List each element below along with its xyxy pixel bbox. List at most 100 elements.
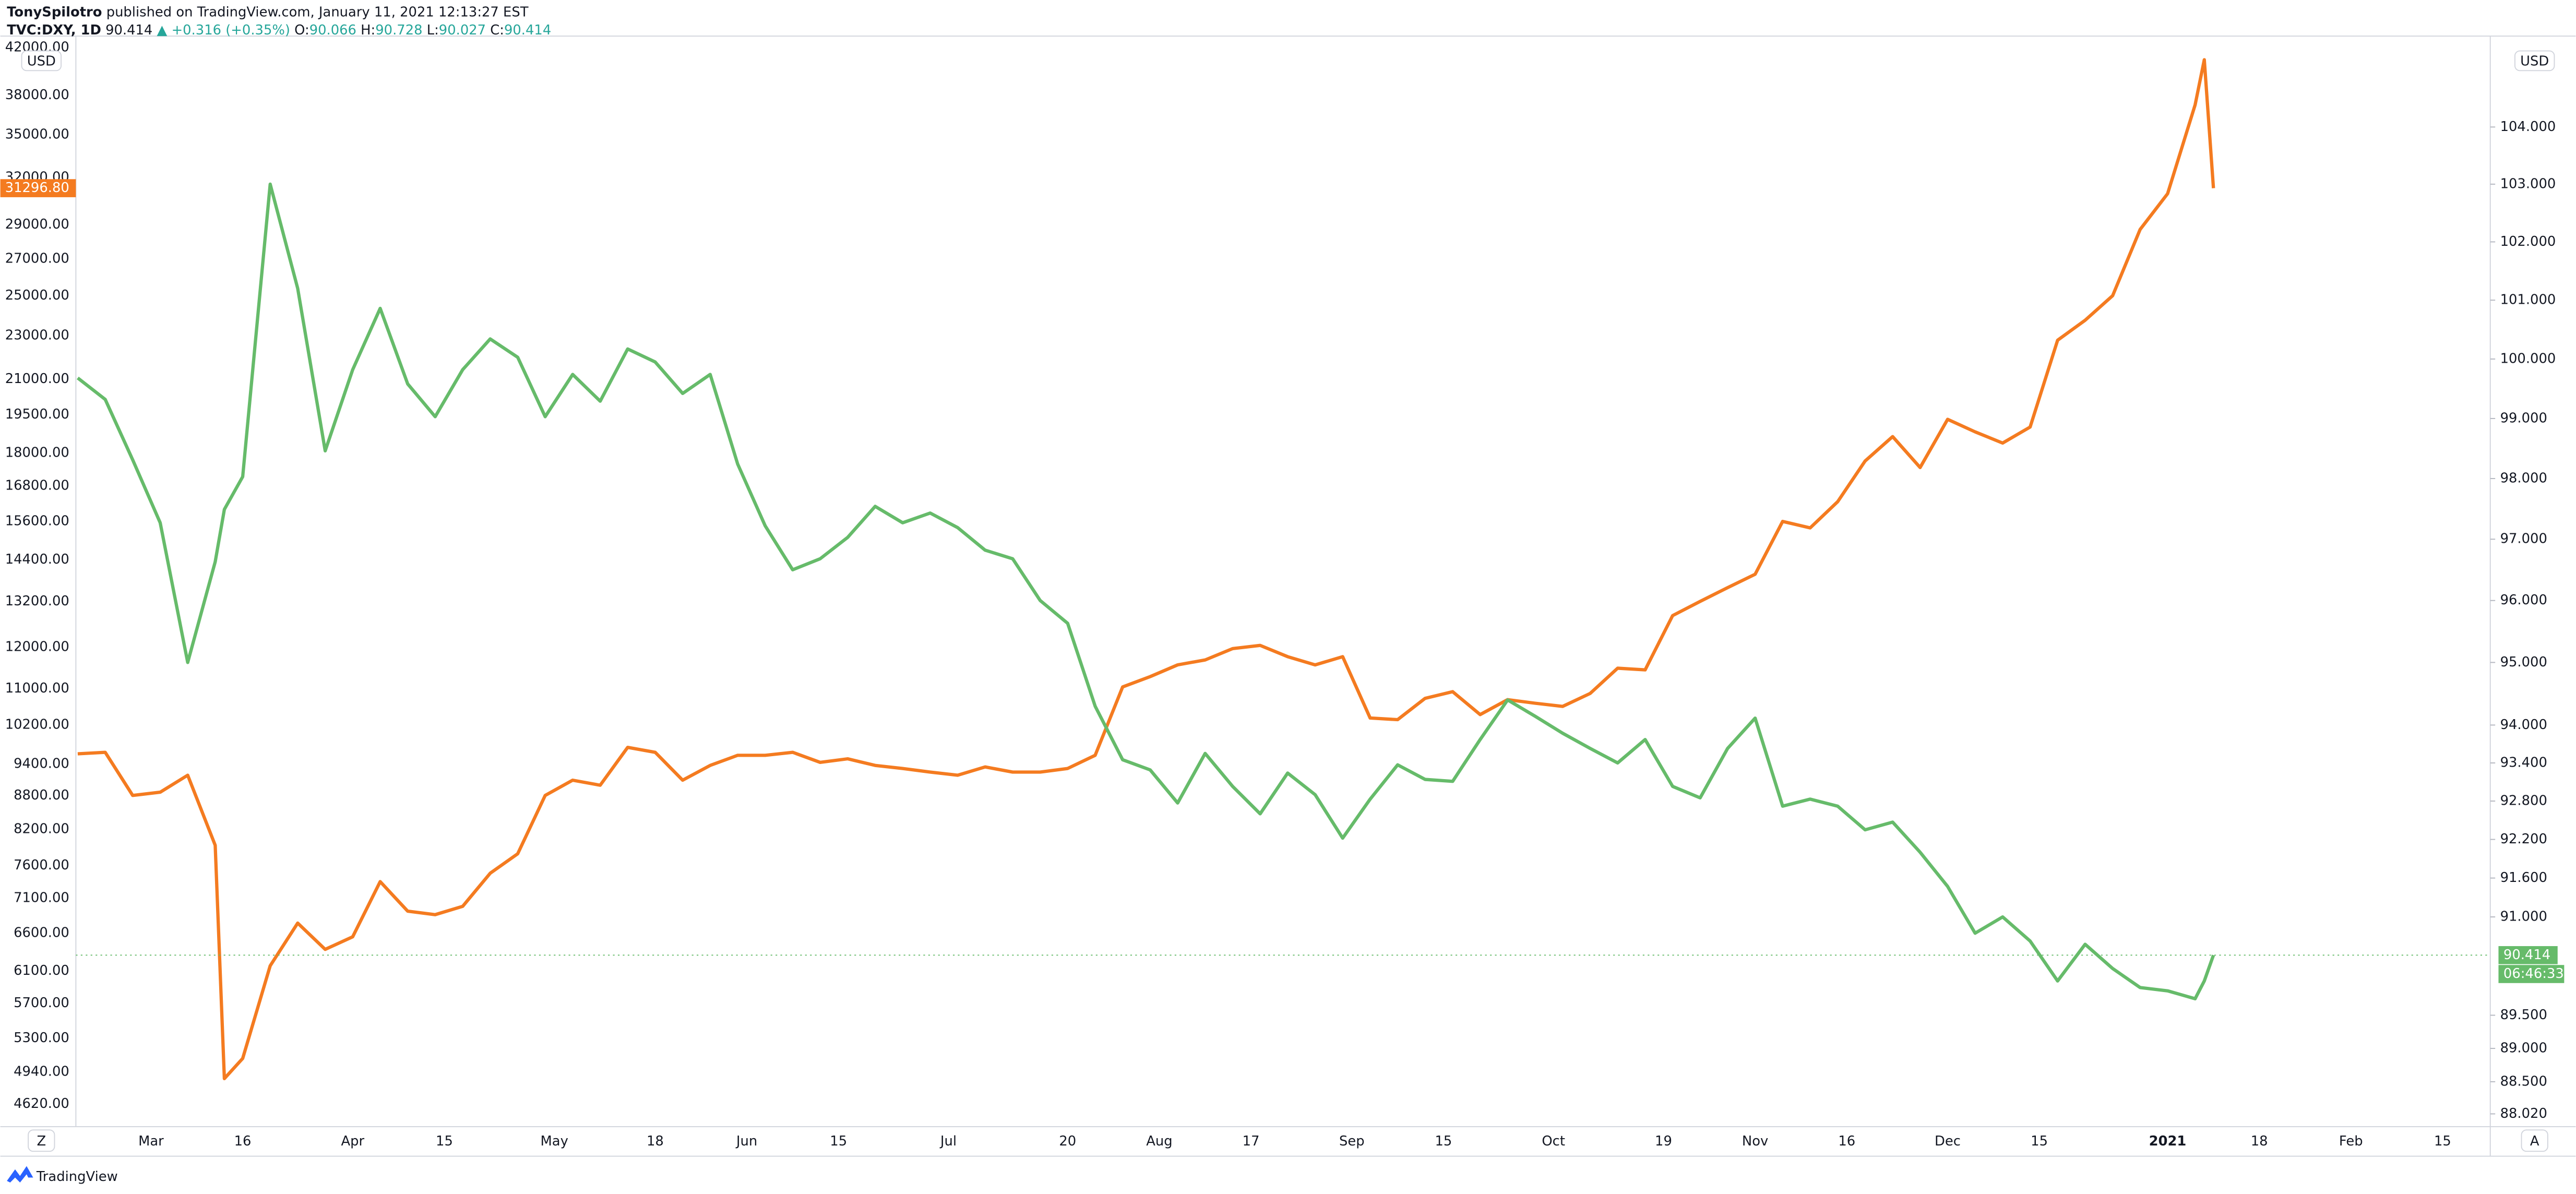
x-tick-label: 19 xyxy=(1655,1133,1672,1149)
y-tick-label: 8200.00 xyxy=(14,821,69,837)
left-unit-label[interactable]: USD xyxy=(27,54,56,69)
y2-tick-label: 97.000 xyxy=(2500,531,2547,547)
x-tick-label: 15 xyxy=(2434,1133,2451,1149)
y-tick-label: 4620.00 xyxy=(14,1096,69,1112)
published-note: published on TradingView.com, January 11… xyxy=(106,4,529,20)
ohlc-high: 90.728 xyxy=(375,22,422,38)
x-tick-label: Jul xyxy=(939,1133,957,1149)
y-tick-label: 5300.00 xyxy=(14,1030,69,1046)
y-tick-label: 12000.00 xyxy=(5,639,69,654)
y-tick-label: 7100.00 xyxy=(14,890,69,906)
last-price: 90.414 xyxy=(105,22,152,38)
y-tick-label: 29000.00 xyxy=(5,217,69,232)
y-tick-label: 9400.00 xyxy=(14,756,69,771)
x-tick-label: 18 xyxy=(647,1133,664,1149)
y-tick-label: 11000.00 xyxy=(5,680,69,696)
last-price-box xyxy=(0,179,76,197)
y2-tick-label: 103.000 xyxy=(2500,176,2556,192)
y-tick-label: 23000.00 xyxy=(5,328,69,343)
x-tick-label: 20 xyxy=(1059,1133,1076,1149)
symbol: TVC:DXY, 1D xyxy=(7,22,101,38)
ohlc-low-label: L: xyxy=(427,22,439,38)
ohlc-low: 90.027 xyxy=(439,22,486,38)
last-price-box xyxy=(2498,946,2558,964)
x-tick-label: 15 xyxy=(830,1133,847,1149)
x-tick-label: 15 xyxy=(1435,1133,1452,1149)
y2-tick-label: 89.500 xyxy=(2500,1007,2547,1023)
author: TonySpilotro xyxy=(7,4,102,20)
y2-tick-label: 93.400 xyxy=(2500,755,2547,770)
x-tick-label: 17 xyxy=(1243,1133,1260,1149)
label-layer: 42000.0038000.0035000.0032000.0029000.00… xyxy=(0,39,2565,1149)
y2-tick-label: 91.000 xyxy=(2500,909,2547,925)
y-tick-label: 38000.00 xyxy=(5,87,69,103)
x-tick-label: 15 xyxy=(2031,1133,2048,1149)
countdown-label: 06:46:33 xyxy=(2503,966,2564,982)
z-button[interactable] xyxy=(28,1129,55,1152)
y2-tick-label: 101.000 xyxy=(2500,292,2556,308)
a-button-label[interactable]: A xyxy=(2530,1133,2539,1149)
y-tick-label: 4940.00 xyxy=(14,1064,69,1079)
left-unit-button[interactable] xyxy=(21,50,62,71)
y2-tick-label: 92.800 xyxy=(2500,793,2547,809)
y-tick-label: 16800.00 xyxy=(5,478,69,494)
y2-tick-label: 100.000 xyxy=(2500,351,2556,366)
series-line xyxy=(76,182,2215,1000)
last-price-label: 90.414 xyxy=(2503,947,2550,963)
x-tick-label: 15 xyxy=(436,1133,453,1149)
y2-tick-label: 89.000 xyxy=(2500,1040,2547,1056)
x-tick-label: Nov xyxy=(1742,1133,1768,1149)
y-tick-label: 7600.00 xyxy=(14,857,69,873)
right-unit-label[interactable]: USD xyxy=(2520,54,2549,69)
y2-tick-label: 92.200 xyxy=(2500,831,2547,847)
y-tick-label: 25000.00 xyxy=(5,288,69,303)
ohlc-close-label: C: xyxy=(490,22,504,38)
y-tick-label: 18000.00 xyxy=(5,445,69,460)
ohlc-open: 90.066 xyxy=(309,22,356,38)
brand: TradingView xyxy=(36,1169,118,1185)
x-tick-label: Aug xyxy=(1146,1133,1172,1149)
y2-tick-label: 104.000 xyxy=(2500,119,2556,135)
x-tick-label: Feb xyxy=(2339,1133,2363,1149)
x-tick-label: Sep xyxy=(1339,1133,1365,1149)
ohlc-high-label: H: xyxy=(361,22,375,38)
a-button[interactable] xyxy=(2521,1129,2548,1152)
right-unit-button[interactable] xyxy=(2514,50,2555,71)
series-line xyxy=(77,58,2215,1081)
x-tick-label: 16 xyxy=(1838,1133,1855,1149)
ohlc-close: 90.414 xyxy=(504,22,551,38)
y2-tick-label: 102.000 xyxy=(2500,234,2556,249)
y-tick-label: 15600.00 xyxy=(5,514,69,529)
y2-tick-label: 99.000 xyxy=(2500,410,2547,426)
y2-tick-label: 95.000 xyxy=(2500,654,2547,670)
y2-tick-label: 98.000 xyxy=(2500,470,2547,486)
x-tick-label: 2021 xyxy=(2149,1133,2187,1149)
y-tick-label: 14400.00 xyxy=(5,552,69,567)
y2-tick-label: 88.500 xyxy=(2500,1073,2547,1089)
y-tick-label: 10200.00 xyxy=(5,717,69,732)
header-line-2: TVC:DXY, 1D 90.414 ▲ +0.316 (+0.35%) O:9… xyxy=(7,22,551,38)
y-tick-label: 27000.00 xyxy=(5,251,69,267)
y-tick-label: 35000.00 xyxy=(5,127,69,142)
y2-tick-label: 88.020 xyxy=(2500,1106,2547,1121)
y-tick-label: 19500.00 xyxy=(5,407,69,422)
y-tick-label: 21000.00 xyxy=(5,371,69,387)
x-tick-label: May xyxy=(541,1133,568,1149)
y-tick-label: 8800.00 xyxy=(14,787,69,803)
z-button-label[interactable]: Z xyxy=(37,1133,46,1149)
y2-tick-label: 96.000 xyxy=(2500,592,2547,608)
x-tick-label: 16 xyxy=(234,1133,252,1149)
x-tick-label: 18 xyxy=(2251,1133,2268,1149)
ohlc-open-label: O: xyxy=(294,22,309,38)
x-tick-label: Apr xyxy=(341,1133,364,1149)
y2-tick-label: 94.000 xyxy=(2500,717,2547,733)
x-tick-label: Oct xyxy=(1542,1133,1565,1149)
x-tick-label: Mar xyxy=(138,1133,164,1149)
header-line-1: TonySpilotro published on TradingView.co… xyxy=(7,4,529,20)
last-price-label: 31296.80 xyxy=(5,180,69,196)
y-tick-label: 13200.00 xyxy=(5,593,69,609)
x-tick-label: Dec xyxy=(1935,1133,1961,1149)
